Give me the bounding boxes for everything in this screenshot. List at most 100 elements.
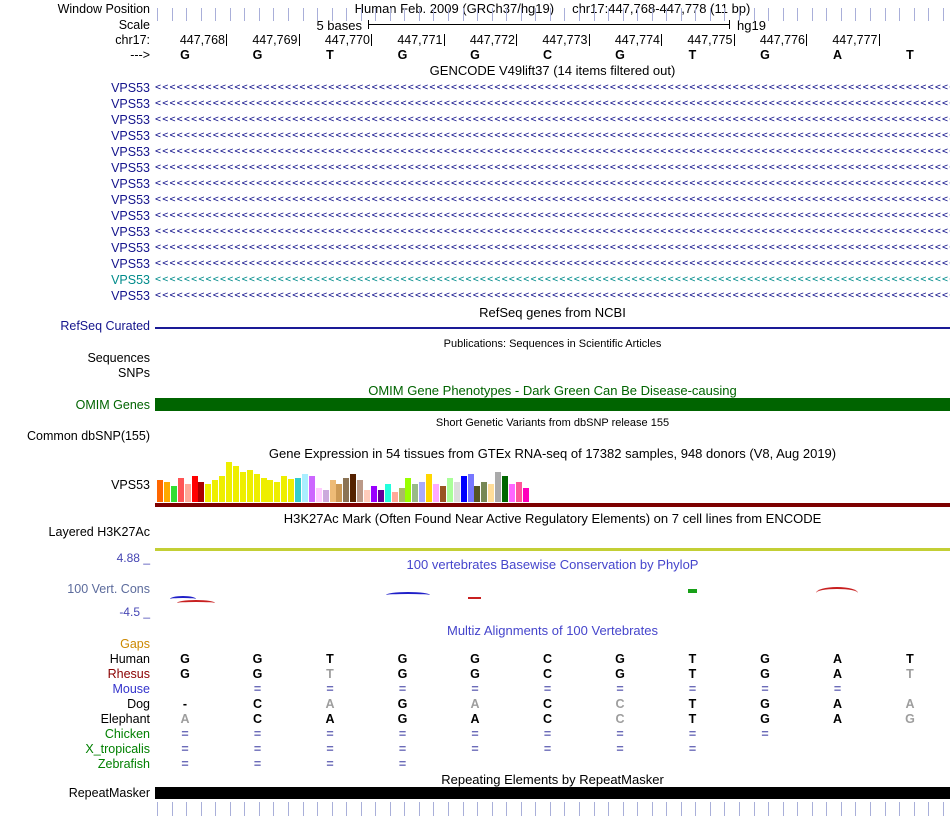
gencode-item-arrows[interactable]: <<<<<<<<<<<<<<<<<<<<<<<<<<<<<<<<<<<<<<<<… xyxy=(155,258,950,269)
gtex-bar[interactable] xyxy=(453,482,460,502)
gtex-bar[interactable] xyxy=(384,484,391,502)
gtex-bar[interactable] xyxy=(177,478,184,502)
gencode-item-label[interactable]: VPS53 xyxy=(111,289,150,303)
gtex-bar[interactable] xyxy=(460,476,467,502)
gencode-item-label[interactable]: VPS53 xyxy=(111,81,150,95)
gtex-bar[interactable] xyxy=(274,482,281,502)
gtex-bar[interactable] xyxy=(260,478,267,502)
gtex-bar[interactable] xyxy=(239,472,246,502)
gencode-item-label[interactable]: VPS53 xyxy=(111,129,150,143)
gtex-bar[interactable] xyxy=(412,484,419,502)
gtex-bar[interactable] xyxy=(405,478,412,502)
multiz-species-label[interactable]: Human xyxy=(109,652,150,666)
gencode-item-arrows[interactable]: <<<<<<<<<<<<<<<<<<<<<<<<<<<<<<<<<<<<<<<<… xyxy=(155,242,950,253)
gtex-bar[interactable] xyxy=(198,482,205,502)
gtex-bar[interactable] xyxy=(343,478,350,502)
phylop-track-label[interactable]: 100 Vert. Cons xyxy=(67,582,150,596)
gencode-item-arrows[interactable]: <<<<<<<<<<<<<<<<<<<<<<<<<<<<<<<<<<<<<<<<… xyxy=(155,194,950,205)
gencode-item-label[interactable]: VPS53 xyxy=(111,257,150,271)
gtex-bar[interactable] xyxy=(295,478,301,502)
omim-genes-bar[interactable] xyxy=(155,398,950,411)
gtex-bar[interactable] xyxy=(288,479,295,502)
sequences-label[interactable]: Sequences xyxy=(87,351,150,365)
gencode-item-arrows[interactable]: <<<<<<<<<<<<<<<<<<<<<<<<<<<<<<<<<<<<<<<<… xyxy=(155,274,950,285)
gtex-bar[interactable] xyxy=(439,486,446,502)
gencode-item-label[interactable]: VPS53 xyxy=(111,145,150,159)
gtex-bar[interactable] xyxy=(315,488,322,502)
gencode-item-arrows[interactable]: <<<<<<<<<<<<<<<<<<<<<<<<<<<<<<<<<<<<<<<<… xyxy=(155,114,950,125)
gencode-item-arrows[interactable]: <<<<<<<<<<<<<<<<<<<<<<<<<<<<<<<<<<<<<<<<… xyxy=(155,130,950,141)
multiz-species-label[interactable]: Rhesus xyxy=(107,667,150,681)
gtex-bar[interactable] xyxy=(433,484,439,502)
multiz-species-label[interactable]: Mouse xyxy=(112,682,150,696)
gtex-bar[interactable] xyxy=(467,474,474,502)
gtex-gene-line[interactable] xyxy=(155,503,950,507)
gtex-bar[interactable] xyxy=(253,474,260,502)
gtex-bar[interactable] xyxy=(350,474,357,502)
repeatmasker-label[interactable]: RepeatMasker xyxy=(68,786,150,800)
gtex-bar[interactable] xyxy=(281,476,288,502)
gencode-item-arrows[interactable]: <<<<<<<<<<<<<<<<<<<<<<<<<<<<<<<<<<<<<<<<… xyxy=(155,290,950,301)
multiz-species-label[interactable]: Elephant xyxy=(100,712,150,726)
gencode-item-label[interactable]: VPS53 xyxy=(111,273,150,287)
multiz-species-label[interactable]: Gaps xyxy=(120,637,150,651)
gtex-bar[interactable] xyxy=(426,474,433,502)
gtex-bar[interactable] xyxy=(163,482,170,502)
gencode-item-arrows[interactable]: <<<<<<<<<<<<<<<<<<<<<<<<<<<<<<<<<<<<<<<<… xyxy=(155,226,950,237)
gencode-item-label[interactable]: VPS53 xyxy=(111,209,150,223)
gtex-bar[interactable] xyxy=(205,484,212,502)
refseq-line[interactable] xyxy=(155,327,950,329)
multiz-species-label[interactable]: Chicken xyxy=(104,727,150,741)
multiz-species-label[interactable]: Zebrafish xyxy=(97,757,150,771)
gencode-item-arrows[interactable]: <<<<<<<<<<<<<<<<<<<<<<<<<<<<<<<<<<<<<<<<… xyxy=(155,146,950,157)
gtex-bar[interactable] xyxy=(226,462,232,502)
repeatmasker-bar[interactable] xyxy=(155,787,950,799)
dbsnp-label[interactable]: Common dbSNP(155) xyxy=(27,429,150,443)
h3k27ac-label[interactable]: Layered H3K27Ac xyxy=(48,525,150,539)
gtex-bar[interactable] xyxy=(336,484,343,502)
gencode-item-label[interactable]: VPS53 xyxy=(111,97,150,111)
gtex-bar[interactable] xyxy=(301,474,308,502)
gtex-bar[interactable] xyxy=(157,480,163,502)
h3k27ac-signal[interactable] xyxy=(155,548,950,551)
gtex-bar[interactable] xyxy=(508,484,515,502)
gtex-bar[interactable] xyxy=(522,488,529,502)
multiz-species-label[interactable]: Dog xyxy=(127,697,150,711)
gencode-item-arrows[interactable]: <<<<<<<<<<<<<<<<<<<<<<<<<<<<<<<<<<<<<<<<… xyxy=(155,210,950,221)
gencode-item-label[interactable]: VPS53 xyxy=(111,177,150,191)
gtex-bar[interactable] xyxy=(398,488,405,502)
multiz-species-label[interactable]: X_tropicalis xyxy=(85,742,150,756)
gtex-bar[interactable] xyxy=(419,482,426,502)
gencode-item-arrows[interactable]: <<<<<<<<<<<<<<<<<<<<<<<<<<<<<<<<<<<<<<<<… xyxy=(155,98,950,109)
gtex-bar[interactable] xyxy=(232,466,239,502)
gtex-bar[interactable] xyxy=(329,480,336,502)
gtex-bar[interactable] xyxy=(308,476,315,502)
gtex-bar[interactable] xyxy=(219,476,226,502)
gencode-item-label[interactable]: VPS53 xyxy=(111,225,150,239)
gtex-bar[interactable] xyxy=(488,484,495,502)
gencode-item-arrows[interactable]: <<<<<<<<<<<<<<<<<<<<<<<<<<<<<<<<<<<<<<<<… xyxy=(155,82,950,93)
omim-genes-label[interactable]: OMIM Genes xyxy=(75,398,150,412)
gtex-bar[interactable] xyxy=(495,472,502,502)
gtex-bar[interactable] xyxy=(322,490,329,502)
gencode-item-label[interactable]: VPS53 xyxy=(111,241,150,255)
gtex-bar[interactable] xyxy=(370,486,377,502)
gtex-bar[interactable] xyxy=(377,490,384,502)
gtex-bar[interactable] xyxy=(191,476,198,502)
gencode-item-label[interactable]: VPS53 xyxy=(111,193,150,207)
gencode-item-label[interactable]: VPS53 xyxy=(111,113,150,127)
snps-label[interactable]: SNPs xyxy=(118,366,150,380)
gtex-bar[interactable] xyxy=(515,482,522,502)
gtex-bar[interactable] xyxy=(267,480,274,502)
gtex-bar[interactable] xyxy=(212,480,219,502)
gencode-item-label[interactable]: VPS53 xyxy=(111,161,150,175)
gtex-bar[interactable] xyxy=(364,490,370,502)
gtex-gene-label[interactable]: VPS53 xyxy=(111,478,150,492)
gtex-bar[interactable] xyxy=(474,486,481,502)
gtex-bar[interactable] xyxy=(246,470,253,502)
gtex-bar[interactable] xyxy=(184,484,191,502)
gencode-item-arrows[interactable]: <<<<<<<<<<<<<<<<<<<<<<<<<<<<<<<<<<<<<<<<… xyxy=(155,178,950,189)
gtex-bar[interactable] xyxy=(481,482,488,502)
gencode-item-arrows[interactable]: <<<<<<<<<<<<<<<<<<<<<<<<<<<<<<<<<<<<<<<<… xyxy=(155,162,950,173)
gtex-bar[interactable] xyxy=(391,492,398,502)
